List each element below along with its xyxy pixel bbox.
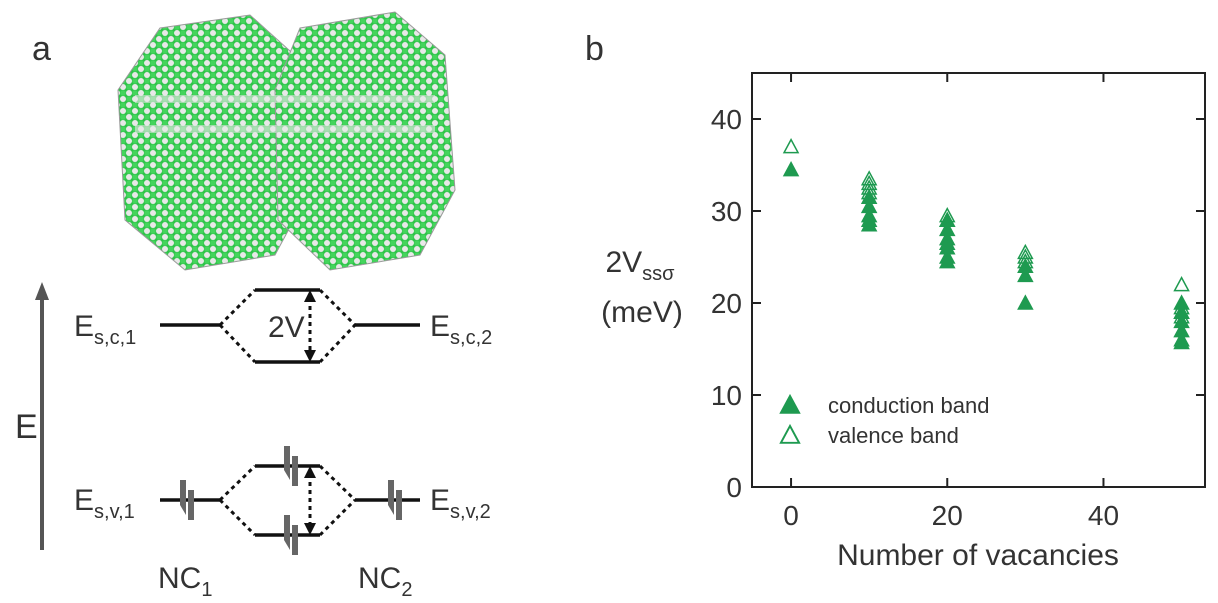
crystal-label: NC1 (158, 562, 212, 601)
point (1017, 248, 1034, 264)
energy-axis (35, 282, 49, 550)
spins (180, 446, 402, 555)
y-label-sub: ssσ (642, 263, 675, 285)
point (939, 207, 956, 223)
panel-label: b (585, 30, 604, 68)
legend-label: conduction band (828, 393, 989, 418)
x-tick-label: 20 (932, 500, 963, 531)
x-axis-label: Number of vacancies (837, 539, 1119, 572)
x-tick-label: 0 (783, 500, 799, 531)
y-label-main: 2V (605, 246, 642, 279)
point (782, 138, 800, 154)
legend-label: valence band (828, 423, 959, 448)
level-base: E (430, 310, 450, 343)
crystal-sub: 2 (401, 579, 412, 601)
level-label: Es,c,2 (430, 310, 492, 349)
point (860, 170, 878, 186)
arrowheads (304, 290, 316, 535)
crystal-base: NC (358, 562, 401, 595)
point (1017, 253, 1034, 269)
y-tick-label: 10 (711, 380, 742, 411)
y-tick-label: 40 (711, 104, 742, 135)
nanocrystals (117, 11, 456, 271)
point (860, 174, 878, 191)
level-sub: s,v,2 (450, 501, 491, 523)
crystal-base: NC (158, 562, 201, 595)
crystal-sub: 1 (201, 579, 212, 601)
crystal-label: NC2 (358, 562, 412, 601)
legend-marker (779, 393, 801, 414)
level-sub: s,c,1 (94, 327, 136, 349)
level-label: Es,c,1 (74, 310, 136, 349)
level-sub: s,c,2 (450, 327, 492, 349)
plot-frame (751, 72, 1206, 488)
legend-marker (779, 423, 801, 444)
level-sub: s,v,1 (94, 501, 135, 523)
point (1017, 294, 1034, 310)
point (860, 216, 878, 232)
point (1017, 243, 1034, 260)
point (1017, 266, 1034, 283)
point (1173, 303, 1190, 319)
y-axis-unit: (meV) (601, 296, 683, 329)
point (1173, 276, 1190, 292)
level-base: E (74, 310, 94, 343)
point (860, 184, 878, 200)
point (782, 161, 800, 177)
point (860, 179, 878, 195)
point (939, 211, 956, 227)
point (1173, 299, 1190, 315)
level-base: E (430, 484, 450, 517)
panel-label: a (32, 30, 51, 68)
coupling-label: 2V (268, 311, 305, 344)
level-base: E (74, 484, 94, 517)
y-tick-label: 30 (711, 196, 742, 227)
level-label: Es,v,2 (430, 484, 491, 523)
energy-label: E (15, 408, 38, 446)
level-label: Es,v,1 (74, 484, 135, 523)
x-tick-label: 40 (1088, 500, 1119, 531)
y-axis-label: 2Vssσ (605, 246, 675, 285)
point (1173, 308, 1190, 324)
y-tick-label: 20 (711, 288, 742, 319)
y-tick-label: 0 (726, 472, 742, 503)
point (939, 253, 956, 269)
point (1173, 333, 1190, 350)
